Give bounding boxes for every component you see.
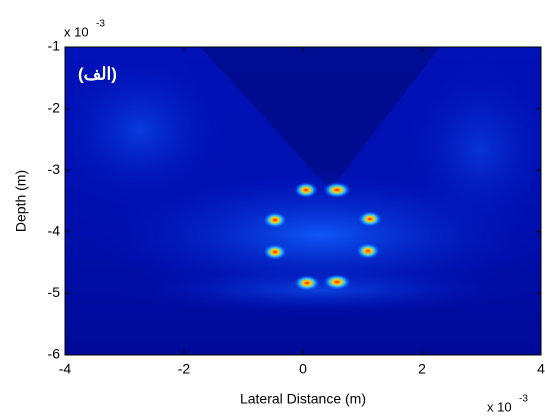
x-multiplier: x 10 — [487, 399, 512, 414]
x-tick-label: 4 — [537, 361, 545, 377]
x-tick-label: 0 — [299, 361, 307, 377]
y-tick-label: -5 — [48, 284, 61, 300]
y-multiplier: x 10 — [64, 24, 89, 39]
x-tick-label: -4 — [59, 361, 72, 377]
y-tick-label: -6 — [48, 346, 61, 362]
annotation: (الف) — [78, 64, 117, 83]
x-tick-label: 2 — [418, 361, 426, 377]
y-tick-label: -3 — [48, 161, 61, 177]
x-multiplier-exponent: -3 — [519, 394, 528, 405]
image — [65, 47, 541, 355]
y-tick-label: -1 — [48, 38, 61, 54]
y-multiplier-exponent: -3 — [96, 19, 105, 30]
y-tick-label: -2 — [48, 99, 61, 115]
y-axis-label: Depth (m) — [13, 170, 29, 232]
y-tick-label: -4 — [48, 223, 61, 239]
x-axis-label: Lateral Distance (m) — [240, 391, 366, 407]
x-tick-label: -2 — [178, 361, 191, 377]
